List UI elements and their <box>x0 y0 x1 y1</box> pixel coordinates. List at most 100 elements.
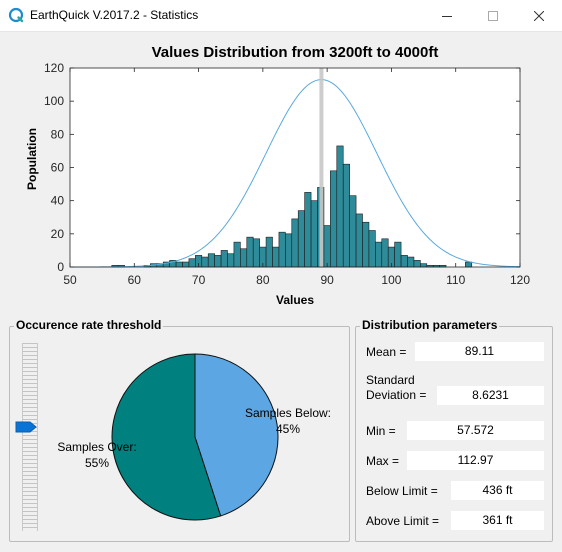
histogram-bar <box>336 145 344 268</box>
histogram-bar <box>375 241 383 268</box>
histogram-bar <box>400 255 408 268</box>
close-button[interactable] <box>516 0 562 31</box>
histogram-bar <box>201 256 209 268</box>
histogram-bar <box>304 192 312 268</box>
std-label: Standard Deviation = <box>366 373 427 402</box>
histogram-bar <box>182 261 190 268</box>
histogram-bar <box>355 213 363 268</box>
histogram-bar <box>323 225 331 268</box>
title-bar: EarthQuick V.2017.2 - Statistics <box>0 0 562 32</box>
mean-value: 89.11 <box>415 342 544 361</box>
histogram-bar <box>272 246 280 268</box>
chart-canvas: 50 60 70 80 90 100 110 120 0 20 40 60 80 100 120 <box>44 61 530 287</box>
pie-slice-below <box>194 353 279 517</box>
chart-title: Values Distribution from 3200ft to 4000f… <box>151 44 439 61</box>
pie-label-over-pct: 55% <box>84 456 110 470</box>
x-tick-label: 110 <box>446 273 465 287</box>
param-row-above-limit: Above Limit = 361 ft <box>356 511 546 531</box>
y-tick-label: 80 <box>51 127 65 141</box>
max-value: 112.97 <box>407 451 544 470</box>
minimize-button[interactable] <box>424 0 470 31</box>
x-tick-label: 80 <box>256 273 270 287</box>
window-title: EarthQuick V.2017.2 - Statistics <box>30 8 199 22</box>
histogram-chart: 50 60 70 80 90 100 110 120 0 20 40 60 80 100 120 Value… <box>0 32 562 312</box>
close-icon <box>534 10 544 21</box>
x-tick-label: 60 <box>128 273 142 287</box>
pie-label-below-pct: 45% <box>275 422 301 436</box>
maximize-button[interactable] <box>470 0 516 31</box>
below-limit-label: Below Limit = <box>366 484 438 498</box>
normal-distribution-curve <box>70 79 521 268</box>
y-tick-label: 120 <box>44 61 64 75</box>
param-row-max: Max = 112.97 <box>356 451 546 471</box>
histogram-bar <box>246 236 254 268</box>
histogram-bar <box>175 261 183 268</box>
maximize-icon <box>488 10 498 21</box>
histogram-bar <box>394 241 402 268</box>
below-limit-value: 436 ft <box>451 481 544 500</box>
param-row-min: Min = 57.572 <box>356 421 546 441</box>
param-row-below-limit: Below Limit = 436 ft <box>356 481 546 501</box>
above-limit-label: Above Limit = <box>366 514 440 528</box>
min-value: 57.572 <box>407 421 544 440</box>
max-label: Max = <box>366 454 400 468</box>
y-tick-label: 60 <box>51 161 65 175</box>
std-value: 8.6231 <box>437 386 544 405</box>
histogram-bar <box>407 256 415 268</box>
histogram-bar <box>330 170 338 268</box>
histogram-bar <box>240 248 248 268</box>
occurrence-pie-chart <box>111 353 279 521</box>
x-axis-label: Values <box>275 293 315 307</box>
histogram-bar <box>297 210 305 268</box>
histogram-bar <box>214 255 222 268</box>
histogram-bar <box>285 233 293 268</box>
x-tick-label: 90 <box>320 273 334 287</box>
histogram-bar <box>342 163 350 268</box>
threshold-panel: Occurence rate threshold Samples Below: … <box>9 318 350 542</box>
histogram-bar <box>188 258 196 268</box>
histogram-bar <box>265 236 273 268</box>
threshold-panel-title: Occurence rate threshold <box>14 318 164 332</box>
histogram-bar <box>278 231 286 268</box>
histogram-bar <box>207 253 215 268</box>
x-tick-label: 50 <box>63 273 77 287</box>
app-logo-icon <box>8 7 24 23</box>
x-tick-label: 120 <box>510 273 530 287</box>
y-tick-label: 40 <box>51 194 65 208</box>
y-tick-label: 20 <box>51 227 65 241</box>
histogram-bar <box>465 261 473 268</box>
y-tick-label: 0 <box>57 260 64 274</box>
param-row-mean: Mean = 89.11 <box>356 342 546 362</box>
distribution-params-panel: Distribution parameters Mean = 89.11 Sta… <box>355 318 553 542</box>
params-panel-title: Distribution parameters <box>360 318 500 332</box>
pie-label-below-text: Samples Below: <box>244 406 332 420</box>
y-tick-label: 100 <box>44 94 64 108</box>
y-axis-label: Population <box>25 128 39 190</box>
histogram-bar <box>233 241 241 268</box>
minimize-icon <box>442 15 452 17</box>
x-tick-label: 100 <box>381 273 401 287</box>
histogram-bar <box>227 253 235 268</box>
threshold-slider[interactable] <box>22 343 38 531</box>
histogram-bar <box>362 221 370 268</box>
param-row-std: Standard Deviation = 8.6231 <box>356 373 546 405</box>
min-label: Min = <box>366 424 396 438</box>
histogram-bar <box>310 200 318 268</box>
mean-label: Mean = <box>366 345 407 359</box>
above-limit-value: 361 ft <box>451 511 544 530</box>
pie-label-below: Samples Below: 45% <box>238 405 338 437</box>
histogram-bar <box>349 195 357 268</box>
pie-label-over: Samples Over: 55% <box>44 439 150 471</box>
histogram-bar <box>368 230 376 268</box>
pie-label-over-text: Samples Over: <box>57 440 137 454</box>
histogram-bar <box>291 218 299 268</box>
slider-thumb[interactable] <box>15 421 37 433</box>
threshold-marker-line <box>319 68 324 267</box>
histogram-bar <box>381 238 389 268</box>
histogram-bar <box>413 260 421 268</box>
x-tick-label: 70 <box>192 273 206 287</box>
histogram-bar <box>252 238 260 268</box>
histogram-bar <box>220 250 228 268</box>
pie-slice-over <box>111 353 222 521</box>
histogram-bar <box>420 263 428 268</box>
